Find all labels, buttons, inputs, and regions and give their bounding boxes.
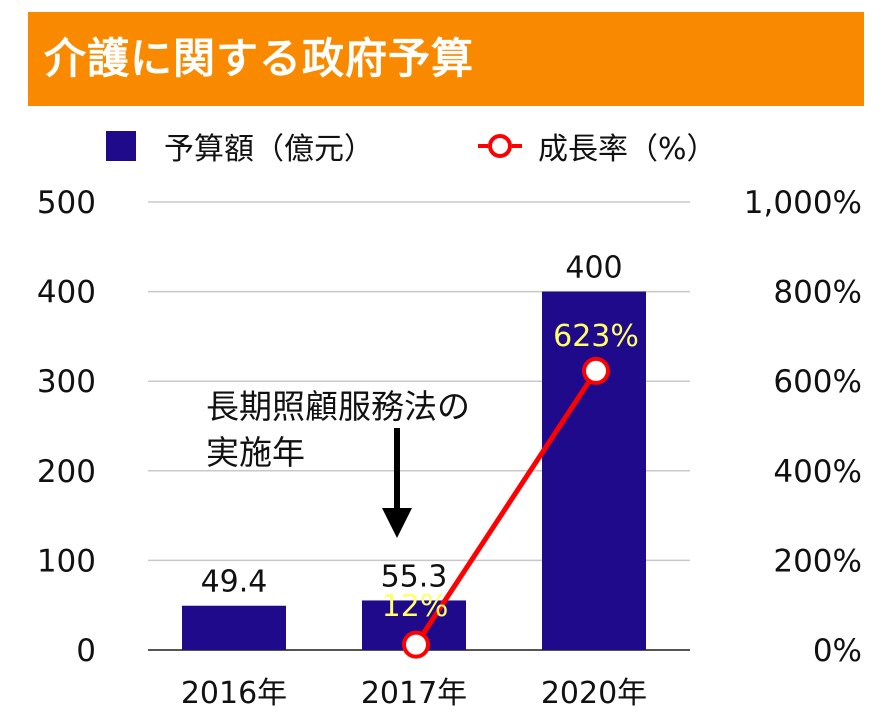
y-left-tick-label: 100: [37, 543, 96, 579]
legend-growth: 成長率（%）: [478, 124, 717, 168]
y-right-tick-label: 800%: [773, 275, 862, 311]
bar-value-label: 400: [565, 251, 622, 286]
y-right-tick-label: 600%: [773, 364, 862, 400]
y-left-tick-label: 400: [37, 275, 96, 311]
chart-title: 介護に関する政府予算: [44, 34, 475, 83]
annotation-text: 実施年: [206, 433, 305, 472]
annotation-text: 長期照顧服務法の: [206, 387, 470, 426]
y-right-tick-label: 0%: [813, 633, 862, 669]
y-left-tick-label: 300: [37, 364, 96, 400]
legend-budget: 予算額（億元）: [106, 124, 374, 168]
legend-line-marker: [478, 134, 522, 158]
legend-budget-label: 予算額（億元）: [164, 132, 374, 167]
x-tick-label: 2017年: [361, 676, 467, 711]
bar-2016年: [182, 605, 286, 650]
y-right-tick-label: 400%: [773, 454, 862, 490]
legend-bar-swatch: [106, 131, 136, 161]
bar-value-label: 55.3: [381, 559, 448, 594]
bar-2020年: [542, 291, 646, 650]
y-left-tick-label: 0: [76, 633, 96, 669]
growth-label: 623%: [553, 319, 639, 354]
x-tick-label: 2016年: [181, 676, 287, 711]
title-banner: 介護に関する政府予算: [28, 12, 864, 106]
legend-growth-label: 成長率（%）: [538, 132, 717, 167]
y-left-tick-label: 200: [37, 454, 96, 490]
bar-value-label: 49.4: [201, 565, 268, 600]
x-tick-label: 2020年: [541, 676, 647, 711]
y-left-tick-label: 500: [37, 185, 96, 221]
growth-line: [413, 369, 599, 646]
growth-point: [402, 630, 430, 659]
y-right-tick-label: 200%: [773, 543, 862, 579]
y-right-tick-label: 1,000%: [744, 185, 862, 221]
growth-point: [582, 356, 610, 385]
annotation-arrow-head: [382, 508, 412, 538]
growth-label: 12%: [382, 589, 449, 624]
